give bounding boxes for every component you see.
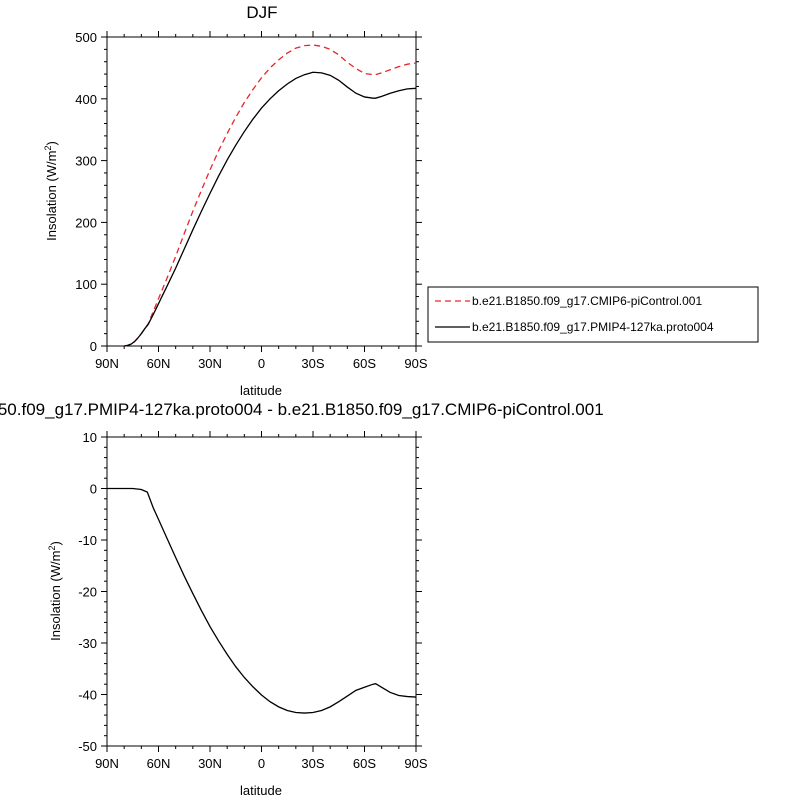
y-tick-label: 10 <box>83 430 97 445</box>
x-axis-label: latitude <box>240 383 282 398</box>
series-layer <box>107 487 417 714</box>
legend-label-control: b.e21.B1850.f09_g17.CMIP6-piControl.001 <box>472 294 702 308</box>
y-tick-label: 500 <box>75 30 97 45</box>
x-tick-label: 60S <box>353 756 376 771</box>
x-tick-label: 30N <box>198 356 222 371</box>
x-tick-label: 30S <box>301 356 324 371</box>
series-line-0 <box>124 44 417 347</box>
y-axis-label: Insolation (W/m2) <box>47 541 63 641</box>
y-tick-label: 0 <box>90 339 97 354</box>
x-tick-label: 30N <box>198 756 222 771</box>
y-axis-label-sup: 2 <box>47 546 57 551</box>
chart-title: DJF <box>246 3 277 22</box>
y-tick-label: 400 <box>75 92 97 107</box>
y-axis: 0 100 200 300 400 500 <box>75 30 422 354</box>
legend-box <box>427 286 759 343</box>
x-axis: 90N 60N 30N 0 30S 60S 90S <box>95 431 428 771</box>
x-tick-label: 30S <box>301 756 324 771</box>
panel-insolation-djf: DJF 0 100 200 300 400 500 90N 60N 30N 0 30S 60S 90S… <box>43 3 428 398</box>
y-tick-label: 300 <box>75 154 97 169</box>
y-axis-label-sup: 2 <box>43 146 53 151</box>
legend: b.e21.B1850.f09_g17.CMIP6-piControl.001 … <box>427 286 759 343</box>
y-axis-label-main: Insolation (W/m <box>44 151 59 241</box>
x-tick-label: 90S <box>404 356 427 371</box>
x-tick-label: 60N <box>147 356 171 371</box>
x-tick-label: 0 <box>258 756 265 771</box>
y-tick-label: -50 <box>78 739 97 754</box>
x-tick-label: 0 <box>258 356 265 371</box>
y-tick-label: -10 <box>78 533 97 548</box>
y-tick-label: -40 <box>78 688 97 703</box>
y-tick-label: 0 <box>90 482 97 497</box>
y-axis: 10 0 -10 -20 -30 -40 -50 <box>78 430 422 754</box>
y-axis-label: Insolation (W/m2) <box>43 141 59 241</box>
x-tick-label: 90N <box>95 356 119 371</box>
plot-frame <box>106 36 417 347</box>
y-axis-label-tail: ) <box>44 141 59 145</box>
x-tick-label: 90N <box>95 756 119 771</box>
panel-insolation-difference: b.e21.B1850.f09_g17.PMIP4-127ka.proto004… <box>0 400 604 798</box>
y-tick-label: -30 <box>78 636 97 651</box>
x-axis-label: latitude <box>240 783 282 798</box>
legend-label-127ka: b.e21.B1850.f09_g17.PMIP4-127ka.proto004 <box>472 320 714 334</box>
y-tick-label: -20 <box>78 585 97 600</box>
y-axis-label-tail: ) <box>48 541 63 545</box>
series-layer <box>124 44 417 347</box>
x-axis: 90N 60N 30N 0 30S 60S 90S <box>95 31 428 371</box>
y-tick-label: 200 <box>75 215 97 230</box>
plot-frame <box>106 436 417 747</box>
x-tick-label: 60N <box>147 756 171 771</box>
y-tick-label: 100 <box>75 277 97 292</box>
y-axis-label-main: Insolation (W/m <box>48 551 63 641</box>
series-line-1 <box>124 71 417 347</box>
x-tick-label: 90S <box>404 756 427 771</box>
chart-title: b.e21.B1850.f09_g17.PMIP4-127ka.proto004… <box>0 400 604 419</box>
x-tick-label: 60S <box>353 356 376 371</box>
series-line-0 <box>107 487 417 714</box>
